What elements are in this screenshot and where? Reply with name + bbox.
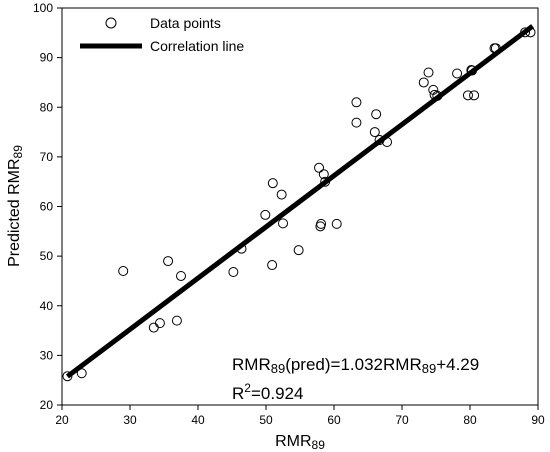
correlation-line xyxy=(65,24,535,379)
y-tick-label: 100 xyxy=(33,1,53,15)
x-tick-label: 80 xyxy=(463,413,477,427)
data-point xyxy=(316,218,327,229)
regression-equation: RMR89(pred)=1.032RMR89+4.29 xyxy=(232,355,479,376)
data-point xyxy=(467,65,478,76)
legend-label-data-points: Data points xyxy=(150,15,221,31)
x-tick-label: 40 xyxy=(191,413,205,427)
data-point xyxy=(62,371,73,382)
x-tick-label: 50 xyxy=(259,413,273,427)
y-tick-label: 50 xyxy=(40,249,54,263)
x-tick-label: 20 xyxy=(55,413,69,427)
x-axis-label: RMR89 xyxy=(275,433,325,452)
y-tick-label: 90 xyxy=(40,51,54,65)
data-point xyxy=(374,135,385,146)
correlation-line-layer xyxy=(65,24,535,379)
data-point xyxy=(462,90,473,101)
data-point xyxy=(163,256,174,267)
data-point xyxy=(318,169,329,180)
data-point xyxy=(490,43,501,54)
data-point xyxy=(176,270,186,281)
x-tick-label: 90 xyxy=(531,413,545,427)
data-point xyxy=(382,136,393,147)
data-point xyxy=(371,109,382,120)
data-point xyxy=(171,315,182,326)
data-point xyxy=(520,27,531,38)
data-point xyxy=(267,178,278,189)
data-point xyxy=(314,162,325,173)
y-tick-label: 20 xyxy=(40,398,54,412)
y-axis-ticks: 20 30 40 50 60 70 80 90 100 xyxy=(33,1,62,412)
data-point xyxy=(331,218,342,229)
x-tick-label: 60 xyxy=(327,413,341,427)
data-point xyxy=(320,176,331,187)
data-point xyxy=(525,27,536,38)
y-tick-label: 70 xyxy=(40,150,54,164)
data-point xyxy=(351,97,362,108)
data-point xyxy=(278,218,288,229)
y-tick-label: 40 xyxy=(40,299,54,313)
x-axis-ticks: 20 30 40 50 60 70 80 90 xyxy=(55,405,545,427)
y-tick-label: 80 xyxy=(40,100,54,114)
x-tick-label: 70 xyxy=(395,413,409,427)
data-point xyxy=(423,67,434,78)
x-tick-label: 30 xyxy=(123,413,137,427)
data-point xyxy=(260,209,271,220)
data-point xyxy=(452,68,463,79)
legend-label-correlation-line: Correlation line xyxy=(150,38,244,54)
data-point xyxy=(351,117,362,128)
data-point xyxy=(154,318,165,329)
data-point xyxy=(267,260,278,271)
data-point xyxy=(228,267,239,278)
y-axis-label: Predicted RMR89 xyxy=(6,145,25,267)
data-point xyxy=(236,243,247,254)
data-point xyxy=(118,266,129,277)
r-squared-label: R2=0.924 xyxy=(232,381,303,403)
data-point xyxy=(293,245,304,256)
y-tick-label: 60 xyxy=(40,200,54,214)
data-point xyxy=(432,90,443,101)
data-point xyxy=(276,189,287,200)
data-points-layer xyxy=(62,27,536,382)
plot-frame xyxy=(61,7,539,406)
data-point xyxy=(76,368,87,379)
data-point xyxy=(369,127,380,138)
data-point xyxy=(148,322,159,333)
legend-marker-data-points xyxy=(105,17,117,29)
data-point xyxy=(418,77,429,88)
data-point xyxy=(469,90,480,101)
legend: Data points Correlation line xyxy=(80,15,244,54)
y-tick-label: 30 xyxy=(40,348,54,362)
